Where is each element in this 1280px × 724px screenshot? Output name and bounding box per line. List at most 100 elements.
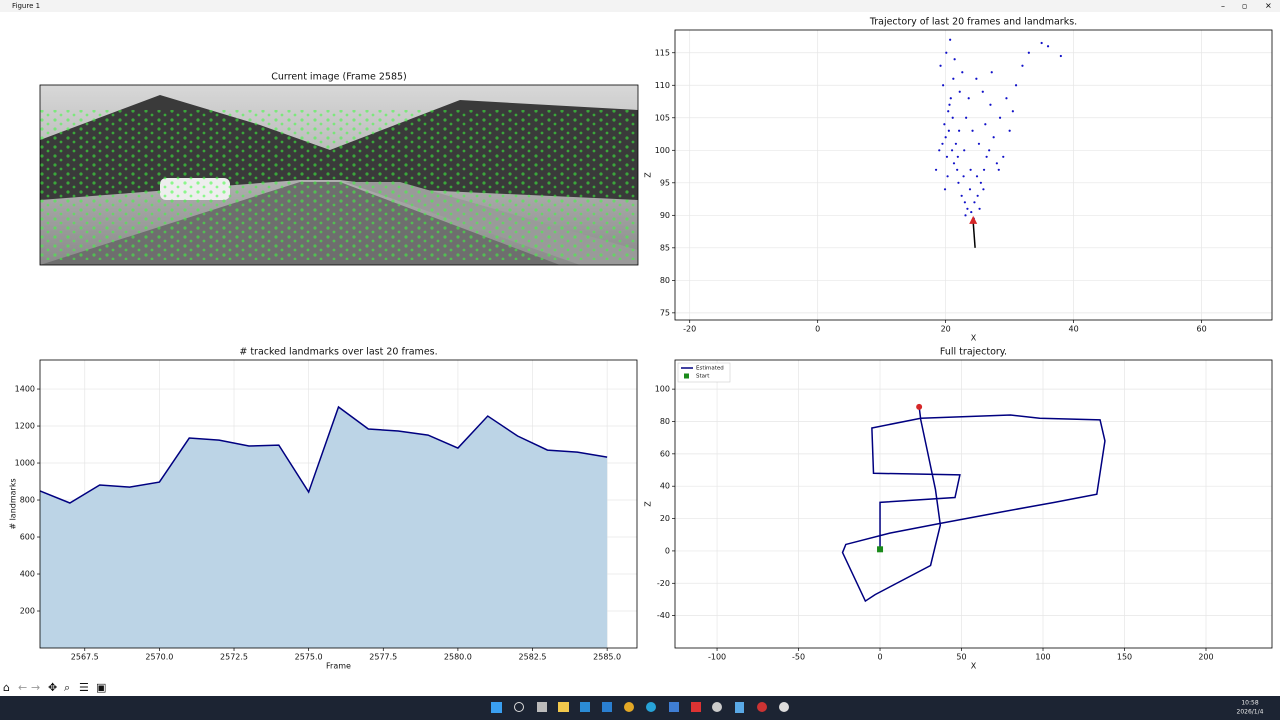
zoom-button[interactable]: ⌕	[64, 681, 70, 694]
landmark-point	[1005, 97, 1008, 100]
camera-image	[40, 85, 638, 265]
y-tick-label: -40	[657, 611, 670, 620]
landmark-point	[952, 77, 955, 80]
start-button[interactable]	[491, 702, 502, 713]
y-tick-label: 95	[660, 178, 670, 187]
axes-frame	[674, 29, 1273, 321]
pan-button[interactable]: ✥	[48, 681, 57, 694]
landmark-point	[938, 149, 941, 152]
y-tick-label: 1400	[15, 385, 35, 394]
landmark-point	[968, 188, 972, 191]
landmark-point	[984, 123, 987, 126]
configure-button[interactable]: ☰	[79, 681, 89, 694]
landmark-point	[979, 181, 982, 184]
app-icon[interactable]	[712, 702, 722, 712]
y-tick-label: 1200	[15, 422, 35, 431]
landmark-point	[967, 97, 970, 100]
y-tick-label: 800	[20, 496, 35, 505]
landmark-point	[963, 149, 966, 152]
y-tick-label: 0	[665, 546, 670, 555]
y-tick-label: 110	[655, 81, 670, 90]
x-tick-label: 2575.0	[295, 653, 323, 662]
trajectory-line	[972, 221, 976, 248]
search-button[interactable]	[514, 702, 524, 712]
landmark-point	[961, 71, 964, 74]
landmark-point	[989, 103, 992, 106]
y-tick-label: 80	[660, 276, 670, 285]
landmark-point	[943, 188, 947, 191]
x-tick-label: 2570.0	[145, 653, 173, 662]
clock-date: 2026/1/4	[1237, 709, 1264, 716]
axes-frame	[674, 359, 1273, 649]
x-tick-label: 2572.5	[220, 653, 248, 662]
plot-area	[675, 360, 1272, 648]
landmark-point	[948, 103, 951, 106]
app-icon[interactable]	[624, 702, 634, 712]
app-icon[interactable]	[779, 702, 789, 712]
landmark-point	[988, 149, 991, 152]
y-tick-label: 90	[660, 211, 670, 220]
landmark-point	[970, 210, 973, 214]
app-icon[interactable]	[558, 702, 569, 712]
landmark-point	[998, 116, 1002, 119]
app-icon[interactable]	[669, 702, 679, 712]
landmark-point	[973, 201, 976, 204]
landmark-point	[965, 116, 968, 119]
y-tick-label: 85	[660, 243, 670, 252]
landmark-point	[943, 123, 946, 126]
landmark-point	[949, 97, 952, 100]
landmark-point	[971, 129, 974, 132]
app-icon[interactable]	[646, 702, 656, 712]
landmark-point	[964, 214, 967, 217]
y-tick-label: 40	[660, 482, 670, 491]
trajectory-line	[841, 406, 1106, 603]
home-button[interactable]: ⌂	[3, 681, 10, 694]
landmark-point	[990, 71, 993, 74]
landmark-point	[982, 188, 985, 191]
chart-title: Current image (Frame 2585)	[271, 72, 407, 83]
x-tick-label: 20	[941, 325, 951, 334]
app-icon[interactable]	[691, 702, 701, 712]
landmark-point	[942, 84, 945, 87]
forward-button[interactable]: →	[31, 681, 40, 694]
app-icon[interactable]	[537, 702, 547, 712]
close[interactable]: ✕	[1265, 2, 1272, 11]
back-button[interactable]: ←	[18, 681, 27, 694]
x-tick-label: 2585.0	[593, 653, 621, 662]
minimize[interactable]: –	[1221, 2, 1225, 11]
y-tick-label: 100	[655, 385, 670, 394]
landmark-point	[997, 168, 1000, 171]
app-icon[interactable]	[757, 702, 767, 712]
landmark-point	[1040, 41, 1043, 45]
y-tick-label: 60	[660, 449, 670, 458]
chart-title: Full trajectory.	[940, 347, 1007, 358]
landmark-point	[954, 142, 958, 145]
y-tick-label: 20	[660, 514, 670, 523]
maximize[interactable]: ▫	[1242, 2, 1247, 11]
save-button[interactable]: ▣	[96, 681, 106, 694]
axes-frame	[39, 84, 639, 266]
landmark-point	[977, 142, 981, 145]
landmark-point	[963, 201, 966, 204]
landmark-point	[945, 51, 948, 54]
window-title: Figure 1	[12, 2, 40, 10]
landmark-point	[934, 168, 938, 171]
landmark-point	[953, 58, 956, 61]
x-tick-label: 2582.5	[519, 653, 547, 662]
landmark-point	[944, 136, 947, 139]
landmark-point	[947, 110, 950, 113]
app-icon[interactable]	[580, 702, 590, 712]
x-tick-label: 2567.5	[71, 653, 99, 662]
x-tick-label: 100	[1035, 653, 1050, 662]
axes-frame	[39, 359, 638, 649]
x-axis-label: X	[971, 662, 977, 671]
app-icon[interactable]	[602, 702, 612, 712]
y-axis-label: # landmarks	[9, 478, 18, 529]
landmark-point	[949, 38, 952, 41]
taskbar-apps	[491, 702, 789, 713]
app-icon[interactable]	[735, 702, 744, 713]
y-tick-label: 1000	[15, 459, 35, 468]
x-tick-label: 200	[1198, 653, 1213, 662]
landmark-point	[981, 90, 984, 93]
landmark-count-line	[39, 405, 608, 504]
